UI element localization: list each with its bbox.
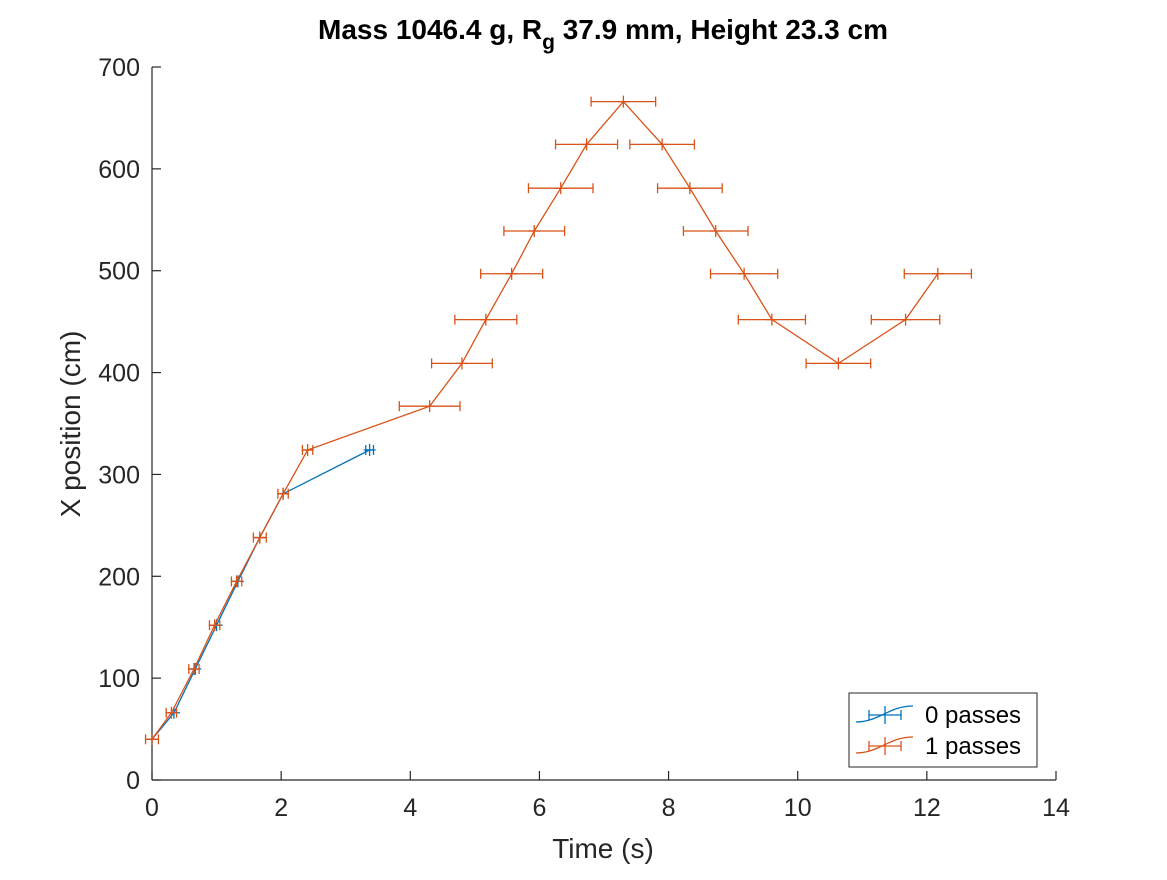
- data-point: [554, 138, 619, 151]
- data-point: [398, 400, 461, 413]
- chart-title: Mass 1046.4 g, Rg 37.9 mm, Height 23.3 c…: [318, 14, 888, 54]
- series-0: [146, 443, 376, 746]
- y-tick-label: 0: [126, 767, 140, 795]
- chart-title-rest: 37.9 mm, Height 23.3 cm: [555, 14, 888, 45]
- data-point: [454, 313, 518, 326]
- legend-swatch-line: [855, 736, 914, 754]
- y-tick-label: 100: [98, 665, 140, 693]
- y-tick-label: 400: [98, 360, 140, 388]
- chart-title-subscript: g: [542, 31, 555, 54]
- x-tick-label: 2: [274, 794, 288, 822]
- y-axis-label: X position (cm): [55, 331, 86, 518]
- data-point: [230, 575, 243, 588]
- data-point: [503, 224, 566, 237]
- data-point: [208, 619, 221, 632]
- legend-box: [848, 692, 1038, 768]
- data-point: [527, 182, 594, 195]
- data-point: [590, 95, 657, 108]
- x-tick-label: 0: [145, 794, 159, 822]
- chart-title-main: Mass 1046.4 g, R: [318, 14, 542, 45]
- series-line: [151, 100, 939, 740]
- data-point: [187, 662, 200, 675]
- data-point: [629, 138, 696, 151]
- legend-label: 1 passes: [925, 733, 1021, 760]
- x-tick-label: 6: [532, 794, 546, 822]
- axes-frame: [151, 67, 1056, 781]
- data-point: [805, 357, 872, 370]
- data-point: [656, 182, 723, 195]
- series-1: [144, 95, 973, 746]
- y-tick-label: 700: [98, 54, 140, 82]
- data-point: [252, 531, 267, 544]
- y-tick-label: 600: [98, 156, 140, 184]
- data-point: [480, 267, 544, 280]
- data-point: [737, 313, 807, 326]
- x-axis-label: Time (s): [552, 833, 654, 864]
- x-tick-label: 8: [662, 794, 676, 822]
- x-tick-label: 12: [913, 794, 941, 822]
- y-tick-label: 500: [98, 258, 140, 286]
- data-point: [301, 443, 314, 456]
- y-tick-label: 200: [98, 563, 140, 591]
- series-line: [151, 449, 370, 740]
- x-axis-ticks: 0 2 4 6 8 10 12 14: [145, 771, 1070, 822]
- data-point: [363, 443, 376, 456]
- data-point: [277, 487, 290, 500]
- y-tick-label: 300: [98, 461, 140, 489]
- x-tick-label: 14: [1042, 794, 1070, 822]
- legend: 0 passes 1 passes: [848, 692, 1038, 768]
- y-axis-ticks: 0 100 200 300 400 500 600 700: [98, 54, 161, 795]
- data-point: [709, 267, 779, 280]
- data-point: [144, 733, 160, 746]
- data-point: [682, 224, 749, 237]
- legend-entry: 0 passes: [855, 702, 1021, 729]
- data-point: [430, 357, 493, 370]
- data-point: [870, 313, 941, 326]
- series-layer: [144, 95, 973, 746]
- legend-entry: 1 passes: [855, 733, 1021, 760]
- legend-label: 0 passes: [925, 702, 1021, 729]
- data-point: [903, 267, 973, 280]
- data-point: [165, 706, 178, 719]
- x-tick-label: 10: [784, 794, 812, 822]
- x-tick-label: 4: [403, 794, 417, 822]
- legend-swatch-line: [855, 705, 914, 723]
